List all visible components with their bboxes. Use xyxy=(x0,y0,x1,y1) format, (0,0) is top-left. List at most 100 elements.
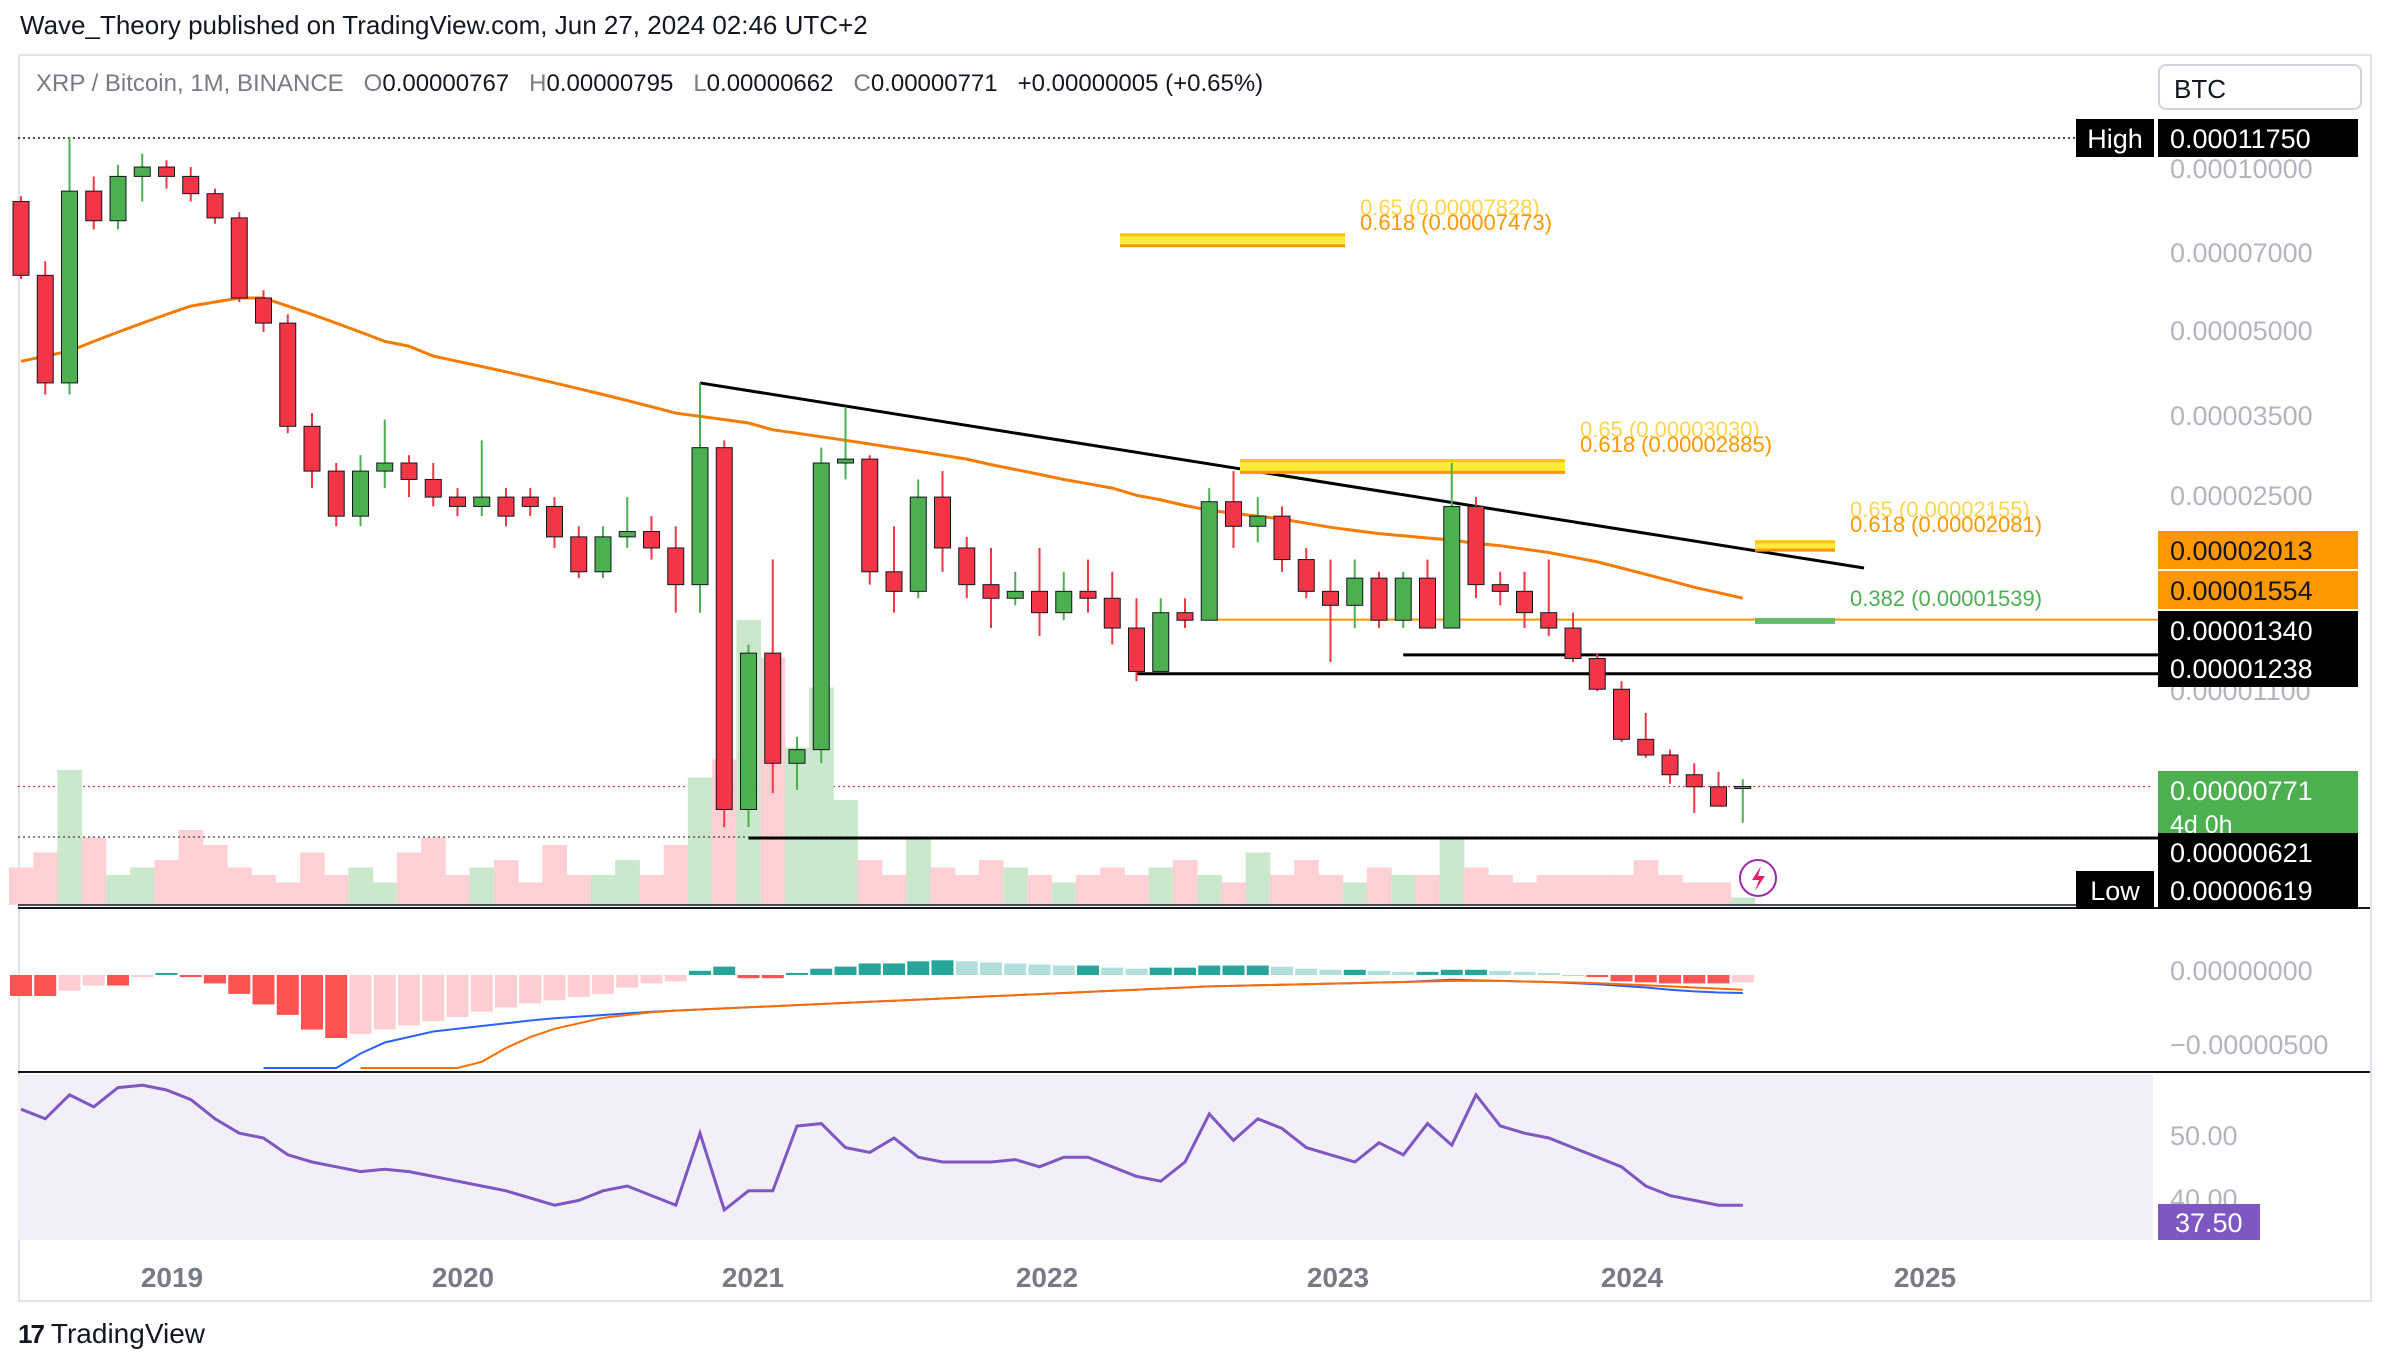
macd-hist-bar xyxy=(761,975,784,979)
candle-body xyxy=(230,217,248,299)
macd-hist-bar xyxy=(616,975,639,988)
macd-hist-bar xyxy=(907,961,930,975)
candle-body xyxy=(740,652,757,810)
tradingview-logo-icon[interactable]: 17 xyxy=(18,1318,45,1349)
candle-body xyxy=(521,496,539,507)
macd-hist-bar xyxy=(228,975,251,994)
candle-body xyxy=(715,447,733,810)
x-tick-label: 2021 xyxy=(722,1262,784,1293)
macd-hist-bar xyxy=(1537,972,1560,975)
candle-body xyxy=(1297,559,1315,592)
macd-hist-bar xyxy=(955,961,978,975)
descending-trendline xyxy=(699,381,1865,570)
macd-hist-bar xyxy=(1440,969,1463,975)
volume-bar xyxy=(1075,875,1101,905)
macd-hist-bar xyxy=(446,975,469,1017)
currency-button[interactable]: BTC xyxy=(2158,64,2362,110)
volume-bar xyxy=(615,860,640,905)
volume-bar xyxy=(857,860,883,905)
volume-bar xyxy=(1294,860,1319,905)
volume-bar xyxy=(663,845,689,905)
price-axis: 0.00010000 0.00007000 0.00005000 0.00003500… xyxy=(1739,119,2358,1240)
volume-bar xyxy=(1682,882,1707,905)
macd-hist-bar xyxy=(179,975,202,978)
macd-hist-bar xyxy=(1343,969,1366,975)
macd-hist-bar xyxy=(1222,965,1245,975)
macd-hist-bar xyxy=(495,975,517,1008)
x-tick-label: 2020 xyxy=(432,1262,494,1293)
publisher-line: Wave_Theory published on TradingView.com… xyxy=(20,10,868,40)
candle-body xyxy=(788,749,806,764)
candle-body xyxy=(303,425,321,472)
price-badge xyxy=(2158,771,2358,843)
volume-bar xyxy=(1269,875,1295,905)
candle-body xyxy=(1734,785,1752,789)
candle-body xyxy=(837,458,854,464)
candle-body xyxy=(1661,754,1679,776)
price-badge-value: 0.00002013 xyxy=(2170,536,2313,566)
macd-hist-bar xyxy=(1416,971,1439,975)
candle-body xyxy=(424,478,442,498)
macd-hist-bar xyxy=(883,963,905,975)
volume-bar xyxy=(1730,897,1756,905)
candle-body xyxy=(61,190,78,384)
candle-body xyxy=(352,470,369,517)
macd-hist-bar xyxy=(470,975,493,1012)
candle-body xyxy=(1225,501,1242,527)
volume-bar xyxy=(227,867,252,905)
candle-body xyxy=(1055,590,1073,614)
x-tick-label: 2022 xyxy=(1016,1262,1078,1293)
volume-bar xyxy=(1512,882,1538,905)
candle-body xyxy=(1491,584,1509,592)
macd-hist-bar xyxy=(1319,969,1342,975)
macd-hist-bar xyxy=(1634,975,1657,983)
macd-hist-bar xyxy=(131,975,154,978)
macd-hist-bar xyxy=(592,975,614,994)
macd-hist-bar xyxy=(1513,971,1536,975)
macd-hist-bar xyxy=(689,970,711,975)
price-badge-tag-label: Low xyxy=(2090,876,2140,906)
candle-body xyxy=(1370,577,1388,621)
price-badge xyxy=(2158,611,2358,649)
candle-body xyxy=(12,200,30,276)
volume-bar xyxy=(154,860,180,905)
price-badge-value: 0.00000619 xyxy=(2170,876,2313,906)
candle-body xyxy=(158,166,175,177)
candle-body xyxy=(667,547,685,586)
price-badge-tag-label: High xyxy=(2087,124,2143,154)
volume-bar xyxy=(299,852,325,905)
macd-hist-bar xyxy=(422,975,445,1022)
x-tick-label: 2019 xyxy=(141,1262,203,1293)
macd-hist-bar xyxy=(1731,975,1754,983)
candle-body xyxy=(1419,577,1436,629)
price-badge xyxy=(2158,871,2358,909)
candle-body xyxy=(109,175,127,222)
fib-label: 0.618 (0.00007473) xyxy=(1360,210,1552,235)
volume-bar xyxy=(833,800,859,905)
candle-body xyxy=(1710,786,1727,807)
volume-bar xyxy=(1391,875,1416,905)
volume-bar xyxy=(105,875,131,905)
candle-body xyxy=(1637,738,1655,756)
candle-body xyxy=(400,462,418,480)
footer-brand[interactable]: TradingView xyxy=(50,1318,206,1349)
x-axis: 2019 2020 2021 2022 2023 2024 2025 xyxy=(141,1262,1956,1293)
macd-hist-bar xyxy=(810,968,833,975)
price-badge xyxy=(2158,531,2358,569)
symbol-label[interactable]: XRP / Bitcoin, 1M, BINANCE xyxy=(36,70,344,97)
macd-hist-bar xyxy=(1101,967,1124,975)
volume-bar xyxy=(8,867,34,905)
price-badge-value: 0.00011750 xyxy=(2170,124,2311,154)
candle-body xyxy=(182,175,200,195)
candle-body xyxy=(1006,590,1024,599)
volume-bar xyxy=(1342,882,1368,905)
volume-bar xyxy=(906,837,931,905)
candle-body xyxy=(1394,577,1412,621)
volume-series xyxy=(8,620,1756,905)
macd-tick-label: 0.00000000 xyxy=(2170,956,2313,986)
low-label: L xyxy=(693,70,707,97)
macd-hist-bar xyxy=(980,962,1002,975)
volume-bar xyxy=(396,852,422,905)
macd-hist-bar xyxy=(34,975,57,996)
